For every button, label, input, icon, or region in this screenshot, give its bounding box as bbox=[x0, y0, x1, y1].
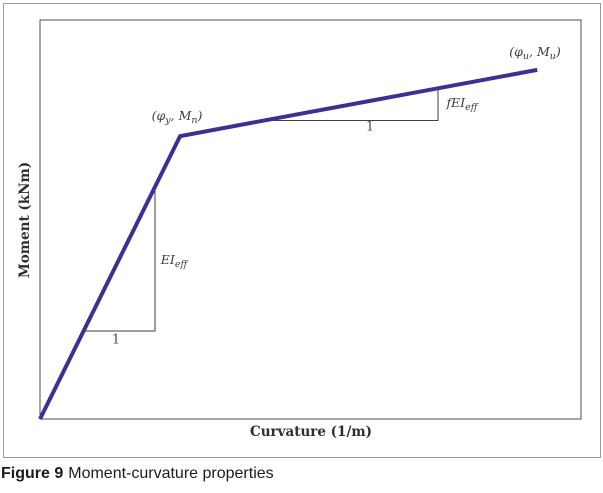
postyield-run-label: 1 bbox=[365, 119, 375, 135]
ultimate-label-open: (φ bbox=[509, 44, 523, 60]
postyield-stiffness-sub: eff bbox=[465, 101, 478, 113]
yield-label-sub-y: y bbox=[165, 114, 171, 126]
plot-box bbox=[39, 19, 582, 420]
ultimate-label-sub-u1: u bbox=[522, 50, 529, 62]
slope-triangle-postyield bbox=[265, 88, 439, 121]
ultimate-label-sub-u2: u bbox=[549, 50, 556, 62]
figure-caption-title: Moment-curvature properties bbox=[68, 465, 274, 482]
yield-label-mid: , M bbox=[170, 108, 192, 124]
slope-triangle-initial bbox=[83, 186, 156, 332]
figure-caption: Figure 9 Moment-curvature properties bbox=[1, 465, 274, 483]
initial-run-label: 1 bbox=[111, 332, 121, 348]
outer-figure-border bbox=[3, 3, 601, 458]
moment-curvature-line bbox=[38, 67, 538, 420]
initial-stiffness-main: EI bbox=[160, 252, 175, 268]
figure-caption-label: Figure 9 bbox=[1, 465, 64, 482]
yield-label-close: ) bbox=[197, 108, 203, 124]
x-axis-label: Curvature (1/m) bbox=[249, 424, 373, 440]
ultimate-label-close: ) bbox=[555, 44, 561, 60]
y-axis-label: Moment (kNm) bbox=[17, 161, 33, 279]
postyield-stiffness-label: fEIeff bbox=[446, 95, 477, 113]
ultimate-point-label: (φu, Mu) bbox=[509, 44, 561, 62]
yield-label-open: (φ bbox=[151, 108, 166, 124]
ultimate-label-mid: , M bbox=[529, 44, 550, 60]
postyield-stiffness-main: fEI bbox=[446, 95, 466, 111]
initial-stiffness-label: EIeff bbox=[161, 252, 187, 270]
yield-point-label: (φy, Mn) bbox=[152, 108, 203, 126]
yield-label-sub-n: n bbox=[191, 114, 198, 126]
initial-stiffness-sub: eff bbox=[174, 258, 188, 270]
